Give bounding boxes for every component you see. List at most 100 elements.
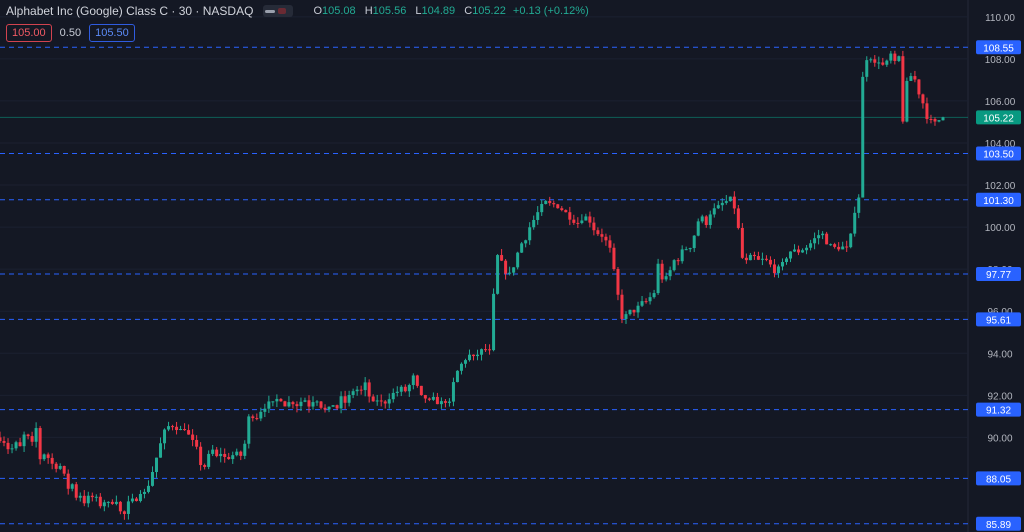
candle-body — [367, 382, 371, 397]
candle-body — [612, 247, 616, 270]
sell-price-button[interactable]: 105.00 — [6, 24, 52, 42]
y-tick-label: 90.00 — [987, 433, 1012, 444]
candle-body — [776, 266, 780, 274]
candle-body — [797, 249, 801, 253]
candle-body — [355, 389, 359, 392]
candle-body — [500, 255, 504, 261]
candle-body — [6, 442, 10, 450]
candle-body — [476, 354, 480, 357]
candle-body — [472, 354, 476, 357]
y-tick-label: 110.00 — [985, 13, 1015, 24]
candle-body — [760, 258, 764, 260]
open-value: 105.08 — [322, 5, 356, 17]
candle-body — [552, 203, 556, 205]
candle-body — [584, 216, 588, 221]
candle-body — [199, 446, 203, 466]
candle-body — [829, 244, 833, 246]
candle-body — [588, 216, 592, 223]
candle-body — [171, 426, 175, 428]
candle-body — [941, 117, 945, 121]
candle-body — [716, 205, 720, 209]
candle-body — [391, 392, 395, 400]
candle-body — [524, 240, 528, 244]
high-label: H — [364, 5, 373, 17]
candle-body — [191, 434, 195, 440]
candle-body — [291, 402, 295, 405]
candle-body — [42, 454, 46, 460]
candle-body — [403, 386, 407, 392]
candle-body — [287, 402, 291, 407]
candle-body — [484, 349, 488, 351]
y-tick-label: 92.00 — [987, 391, 1012, 402]
candle-body — [901, 56, 905, 122]
buy-price-button[interactable]: 105.50 — [89, 24, 135, 42]
candle-body — [624, 314, 628, 319]
candle-body — [768, 259, 772, 265]
candle-body — [303, 400, 307, 402]
candle-body — [167, 426, 171, 430]
candle-body — [861, 76, 865, 198]
candle-body — [772, 264, 776, 274]
candle-body — [504, 260, 508, 274]
level-label: 101.30 — [983, 196, 1014, 207]
candle-body — [339, 396, 343, 409]
candle-body — [817, 235, 821, 239]
candle-body — [937, 120, 941, 122]
candle-body — [122, 511, 126, 514]
candle-body — [909, 76, 913, 81]
candle-body — [14, 442, 18, 449]
level-label-box — [976, 266, 1021, 281]
candle-body — [740, 227, 744, 258]
candle-body — [628, 309, 632, 315]
candle-body — [576, 222, 580, 224]
candle-body — [676, 260, 680, 262]
candle-body — [223, 453, 227, 457]
candle-body — [764, 258, 768, 260]
symbol-title[interactable]: Alphabet Inc (Google) Class C · 30 · NAS… — [6, 4, 254, 18]
candle-body — [146, 485, 150, 492]
candle-body — [905, 80, 909, 122]
level-labels: 108.55 103.50 101.30 97.77 95.61 91.32 88.05 85… — [976, 40, 1021, 531]
candle-body — [363, 382, 367, 391]
candle-body — [243, 443, 247, 456]
level-label-box — [976, 192, 1021, 207]
candle-body — [327, 406, 331, 410]
candle-body — [648, 297, 652, 302]
candle-body — [620, 294, 624, 319]
visibility-toggle-icon[interactable] — [263, 5, 294, 17]
candle-body — [102, 502, 106, 507]
candle-body — [592, 222, 596, 231]
candle-body — [195, 439, 199, 447]
candle-body — [138, 493, 142, 502]
candle-body — [331, 405, 335, 407]
candle-body — [692, 235, 696, 249]
candle-body — [399, 386, 403, 392]
candle-body — [921, 94, 925, 104]
candle-body — [608, 240, 612, 248]
last-price-label: 105.22 — [976, 110, 1021, 125]
candle-body — [556, 204, 560, 209]
candle-body — [126, 501, 130, 514]
candle-body — [805, 247, 809, 251]
candle-body — [925, 103, 929, 120]
level-label-box — [976, 402, 1021, 417]
candle-body — [70, 484, 74, 489]
candle-body — [34, 428, 38, 442]
y-tick-label: 106.00 — [985, 97, 1016, 108]
level-label: 91.32 — [986, 406, 1011, 417]
candle-body — [110, 501, 114, 504]
change-value: +0.13 (+0.12%) — [512, 5, 589, 17]
candle-body — [744, 257, 748, 261]
candle-body — [564, 210, 568, 213]
candle-body — [644, 301, 648, 303]
level-label: 103.50 — [983, 150, 1014, 161]
candle-body — [672, 260, 676, 271]
ohlc-values: O105.08 H105.56 L104.89 C105.22 +0.13 (+… — [307, 5, 588, 17]
candle-body — [917, 79, 921, 95]
y-tick-label: 94.00 — [987, 349, 1012, 360]
candle-body — [239, 451, 243, 456]
candle-body — [295, 404, 299, 407]
candle-body — [869, 59, 873, 61]
